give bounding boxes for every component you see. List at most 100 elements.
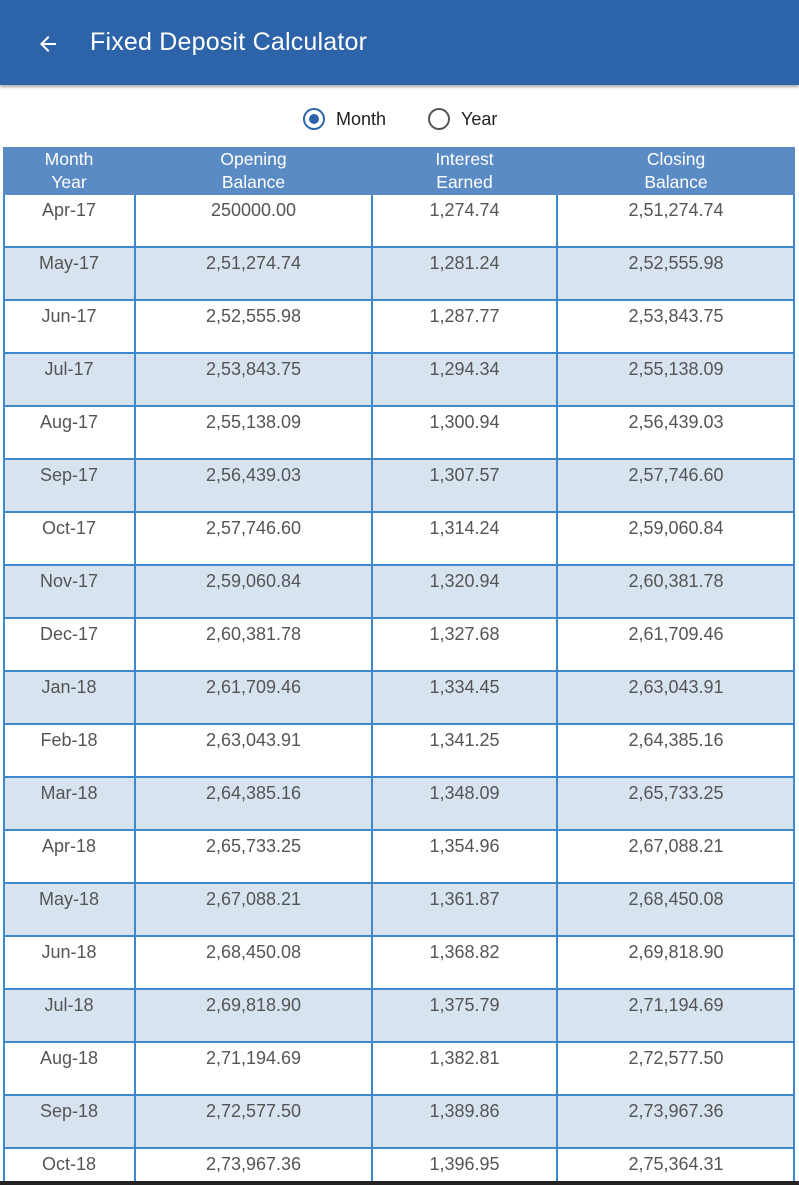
column-divider	[793, 195, 795, 1181]
cell-interest-earned: 1,281.24	[429, 253, 500, 273]
cell-interest-earned: 1,300.94	[429, 412, 500, 432]
cell-interest-earned: 1,375.79	[429, 995, 500, 1015]
table-row: Jul-17 2,53,843.75 1,294.34 2,55,138.09	[3, 354, 795, 407]
cell-closing-balance: 2,69,818.90	[628, 942, 724, 962]
cell-month-year: May-18	[38, 889, 100, 909]
header-line: Opening	[220, 149, 287, 169]
cell-opening-balance: 2,55,138.09	[205, 412, 302, 432]
cell-opening-balance: 2,68,450.08	[205, 942, 302, 962]
cell-closing-balance: 2,68,450.08	[628, 889, 724, 909]
cell-month-year: Apr-18	[41, 836, 97, 856]
cell-month-year: May-17	[38, 253, 100, 273]
radio-checked-icon[interactable]	[303, 108, 325, 130]
period-toggle: Month Year	[0, 100, 799, 138]
radio-year[interactable]: Year	[428, 106, 497, 132]
cell-opening-balance: 2,64,385.16	[205, 783, 302, 803]
header-line: Interest	[435, 149, 494, 169]
cell-closing-balance: 2,52,555.98	[628, 253, 724, 273]
cell-opening-balance: 2,72,577.50	[205, 1101, 302, 1121]
cell-interest-earned: 1,327.68	[429, 624, 500, 644]
table-row: Jan-18 2,61,709.46 1,334.45 2,63,043.91	[3, 672, 795, 725]
schedule-table: Month Year Opening Balance Interest Earn…	[3, 147, 795, 1181]
cell-closing-balance: 2,57,746.60	[628, 465, 724, 485]
table-row: Jun-18 2,68,450.08 1,368.82 2,69,818.90	[3, 937, 795, 990]
column-divider	[134, 195, 136, 1181]
cell-month-year: Mar-18	[40, 783, 98, 803]
cell-month-year: Jul-18	[44, 995, 94, 1015]
arrow-left-icon	[40, 36, 56, 52]
cell-interest-earned: 1,334.45	[429, 677, 500, 697]
cell-month-year: Oct-18	[41, 1154, 97, 1174]
page-title: Fixed Deposit Calculator	[90, 28, 368, 56]
app-bar: Fixed Deposit Calculator	[0, 0, 799, 85]
header-interest-earned: Interest Earned	[372, 147, 557, 195]
cell-opening-balance: 2,71,194.69	[205, 1048, 302, 1068]
table-row: Jul-18 2,69,818.90 1,375.79 2,71,194.69	[3, 990, 795, 1043]
cell-month-year: Nov-17	[39, 571, 99, 591]
cell-month-year: Apr-17	[41, 200, 97, 220]
cell-month-year: Dec-17	[39, 624, 99, 644]
table-row: Dec-17 2,60,381.78 1,327.68 2,61,709.46	[3, 619, 795, 672]
cell-month-year: Sep-18	[39, 1101, 99, 1121]
cell-interest-earned: 1,341.25	[429, 730, 500, 750]
back-button[interactable]	[28, 24, 68, 64]
cell-opening-balance: 2,60,381.78	[205, 624, 302, 644]
header-closing-balance: Closing Balance	[557, 147, 795, 195]
cell-month-year: Aug-17	[39, 412, 99, 432]
cell-month-year: Jul-17	[44, 359, 94, 379]
column-divider	[3, 195, 5, 1181]
cell-interest-earned: 1,368.82	[429, 942, 500, 962]
cell-interest-earned: 1,314.24	[429, 518, 500, 538]
cell-closing-balance: 2,72,577.50	[628, 1048, 724, 1068]
cell-interest-earned: 1,396.95	[429, 1154, 500, 1174]
table-row: May-17 2,51,274.74 1,281.24 2,52,555.98	[3, 248, 795, 301]
cell-interest-earned: 1,382.81	[429, 1048, 500, 1068]
cell-interest-earned: 1,294.34	[429, 359, 500, 379]
cell-closing-balance: 2,61,709.46	[628, 624, 724, 644]
cell-month-year: Jan-18	[41, 677, 97, 697]
cell-closing-balance: 2,73,967.36	[628, 1101, 724, 1121]
cell-opening-balance: 2,67,088.21	[205, 889, 302, 909]
screen-bottom-edge	[0, 1181, 799, 1185]
cell-opening-balance: 2,51,274.74	[205, 253, 302, 273]
cell-opening-balance: 2,53,843.75	[205, 359, 302, 379]
table-row: Apr-17 250000.00 1,274.74 2,51,274.74	[3, 195, 795, 248]
cell-month-year: Oct-17	[41, 518, 97, 538]
cell-month-year: Jun-17	[41, 306, 97, 326]
cell-interest-earned: 1,354.96	[429, 836, 500, 856]
cell-interest-earned: 1,320.94	[429, 571, 500, 591]
cell-opening-balance: 2,56,439.03	[205, 465, 302, 485]
cell-closing-balance: 2,60,381.78	[628, 571, 724, 591]
cell-opening-balance: 2,61,709.46	[205, 677, 302, 697]
radio-month-label: Month	[336, 108, 387, 129]
cell-opening-balance: 2,69,818.90	[205, 995, 302, 1015]
cell-opening-balance: 2,73,967.36	[205, 1154, 302, 1174]
cell-closing-balance: 2,64,385.16	[628, 730, 724, 750]
cell-interest-earned: 1,287.77	[429, 306, 500, 326]
table-row: Mar-18 2,64,385.16 1,348.09 2,65,733.25	[3, 778, 795, 831]
cell-opening-balance: 2,52,555.98	[205, 306, 302, 326]
table-row: May-18 2,67,088.21 1,361.87 2,68,450.08	[3, 884, 795, 937]
cell-closing-balance: 2,59,060.84	[628, 518, 724, 538]
table-row: Aug-17 2,55,138.09 1,300.94 2,56,439.03	[3, 407, 795, 460]
table-row: Sep-17 2,56,439.03 1,307.57 2,57,746.60	[3, 460, 795, 513]
cell-opening-balance: 250000.00	[210, 200, 297, 220]
header-line: Month	[44, 149, 94, 169]
header-line: Balance	[644, 172, 708, 192]
table-row: Feb-18 2,63,043.91 1,341.25 2,64,385.16	[3, 725, 795, 778]
cell-closing-balance: 2,51,274.74	[628, 200, 724, 220]
cell-opening-balance: 2,63,043.91	[205, 730, 302, 750]
radio-unchecked-icon[interactable]	[428, 108, 450, 130]
cell-closing-balance: 2,63,043.91	[628, 677, 724, 697]
cell-interest-earned: 1,274.74	[429, 200, 500, 220]
radio-month[interactable]: Month	[303, 106, 386, 132]
radio-year-label: Year	[461, 108, 498, 129]
header-line: Balance	[221, 172, 286, 192]
cell-month-year: Aug-18	[39, 1048, 99, 1068]
table-row: Oct-18 2,73,967.36 1,396.95 2,75,364.31	[3, 1149, 795, 1181]
cell-month-year: Sep-17	[39, 465, 99, 485]
cell-interest-earned: 1,361.87	[429, 889, 500, 909]
cell-closing-balance: 2,53,843.75	[628, 306, 724, 326]
header-opening-balance: Opening Balance	[135, 147, 372, 195]
column-divider	[371, 195, 373, 1181]
